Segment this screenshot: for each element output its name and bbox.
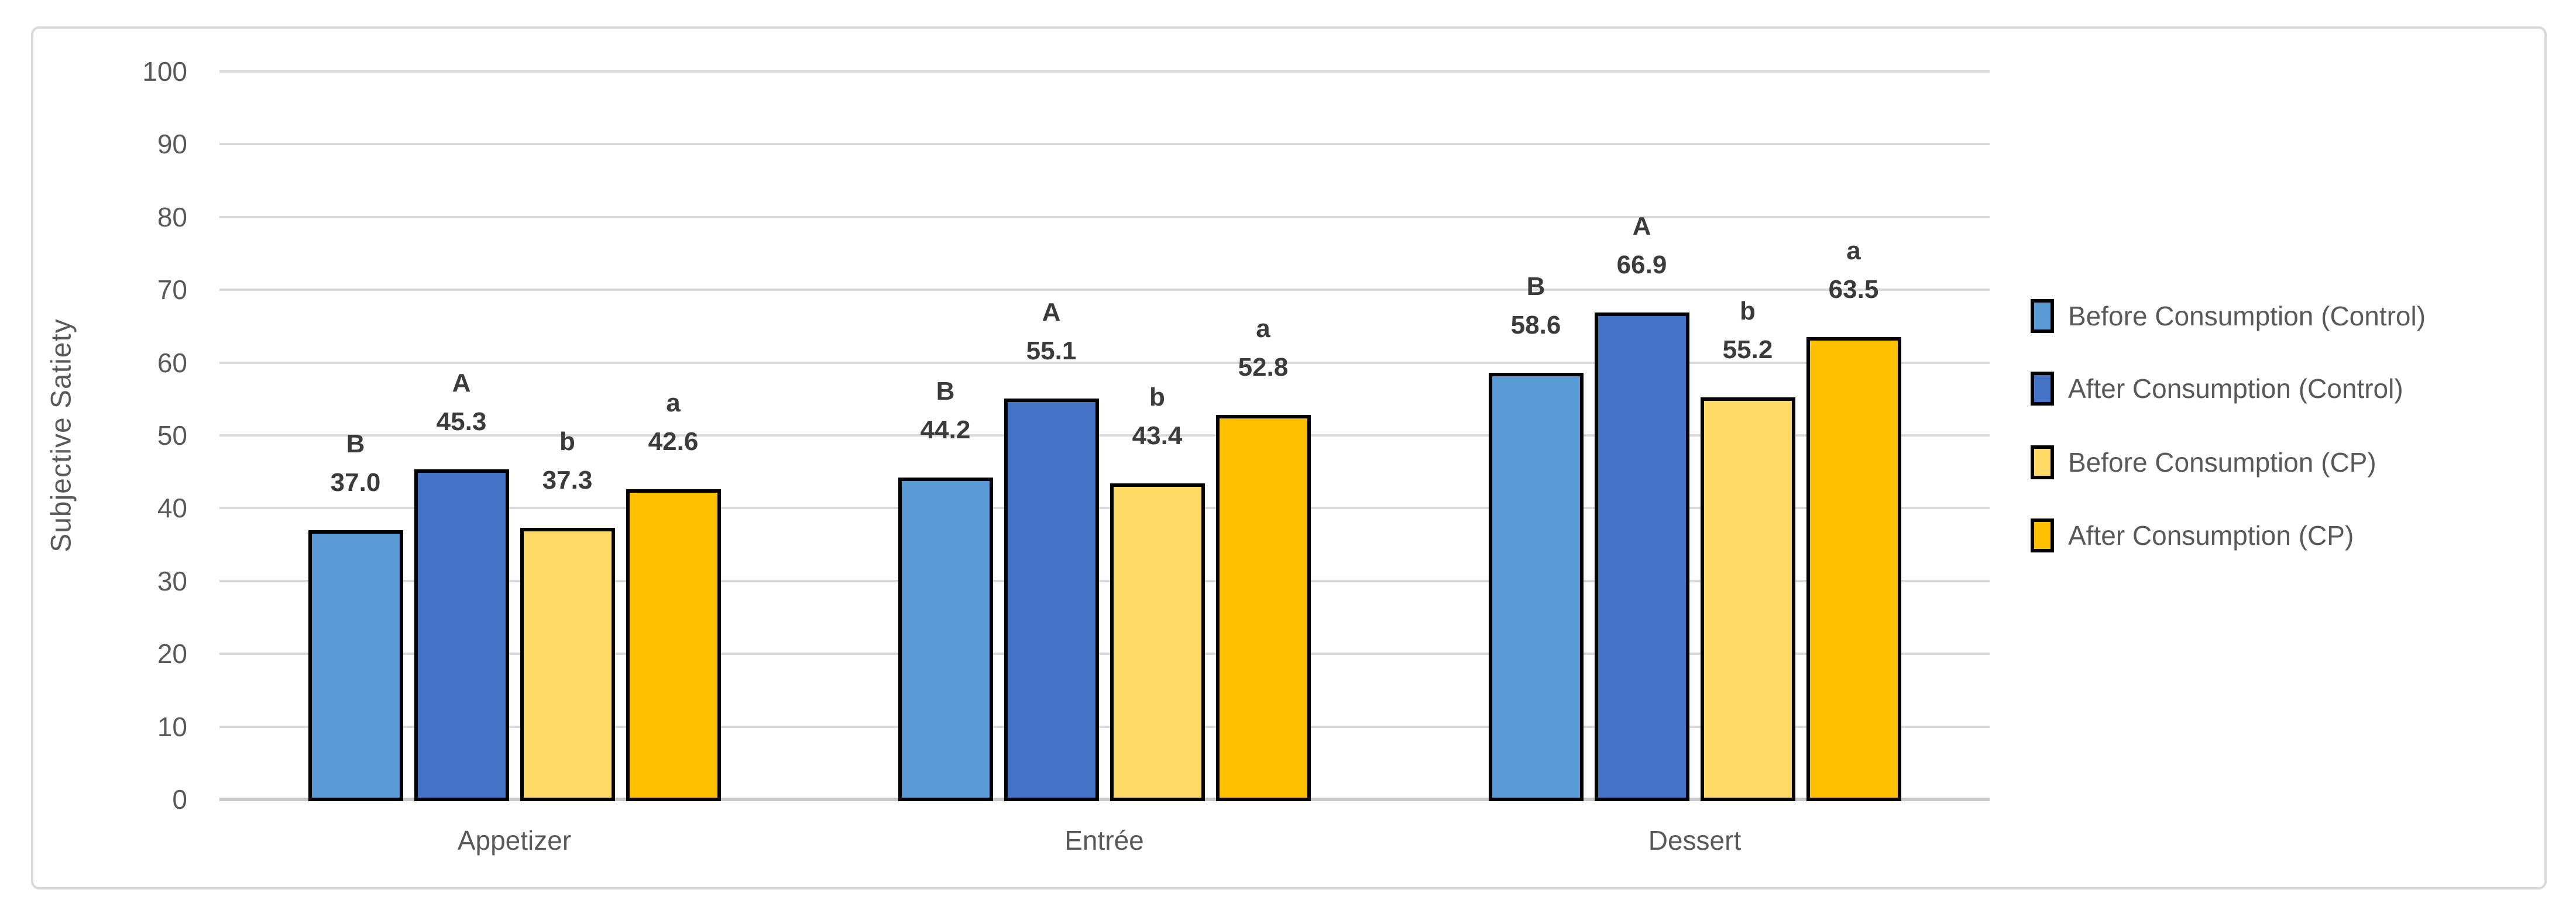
bar-series1-Appetizer bbox=[308, 530, 403, 801]
gridline-90 bbox=[219, 143, 1990, 146]
gridline-10 bbox=[219, 725, 1990, 728]
data-label-letter: B bbox=[1526, 272, 1545, 301]
gridline-60 bbox=[219, 361, 1990, 364]
data-label-letter: a bbox=[666, 389, 681, 418]
legend-swatch-icon bbox=[2031, 299, 2054, 333]
y-tick-label-90: 90 bbox=[157, 129, 187, 160]
y-tick-label-80: 80 bbox=[157, 201, 187, 232]
y-tick-label-60: 60 bbox=[157, 347, 187, 378]
bar-series2-Entrée bbox=[1004, 398, 1099, 801]
data-label-letter: a bbox=[1846, 236, 1861, 266]
gridline-40 bbox=[219, 507, 1990, 510]
legend-label: Before Consumption (Control) bbox=[2068, 301, 2426, 331]
data-label-letter: B bbox=[346, 429, 365, 458]
gridline-20 bbox=[219, 653, 1990, 655]
data-label-value: 55.1 bbox=[1026, 336, 1077, 365]
x-category-label: Entrée bbox=[1064, 825, 1144, 856]
data-label-value: 43.4 bbox=[1132, 421, 1183, 451]
data-label-value: 37.0 bbox=[330, 468, 381, 497]
x-category-label: Appetizer bbox=[457, 825, 572, 856]
legend-swatch-icon bbox=[2031, 518, 2054, 552]
y-tick-label-40: 40 bbox=[157, 493, 187, 524]
data-label-letter: a bbox=[1256, 314, 1270, 344]
legend-swatch-icon bbox=[2031, 445, 2054, 479]
bar-series3-Appetizer bbox=[520, 527, 615, 801]
bar-series4-Appetizer bbox=[626, 489, 721, 801]
bar-series2-Appetizer bbox=[414, 469, 509, 801]
y-tick-label-100: 100 bbox=[142, 56, 187, 87]
y-tick-label-20: 20 bbox=[157, 638, 187, 669]
data-label-value: 55.2 bbox=[1722, 335, 1773, 365]
bar-series3-Dessert bbox=[1700, 397, 1795, 801]
bar-series1-Dessert bbox=[1488, 373, 1584, 801]
data-label-letter: b bbox=[1149, 383, 1165, 412]
data-label-letter: B bbox=[936, 377, 955, 406]
y-tick-label-0: 0 bbox=[172, 784, 187, 815]
gridline-30 bbox=[219, 579, 1990, 582]
legend-label: Before Consumption (CP) bbox=[2068, 447, 2376, 478]
data-label-value: 42.6 bbox=[648, 427, 699, 456]
y-tick-label-70: 70 bbox=[157, 274, 187, 305]
data-label-value: 45.3 bbox=[436, 407, 487, 437]
x-category-label: Dessert bbox=[1648, 825, 1742, 856]
data-label-value: 44.2 bbox=[920, 415, 971, 445]
data-label-letter: b bbox=[1740, 297, 1756, 326]
data-label-letter: A bbox=[452, 369, 471, 398]
x-axis-line bbox=[219, 798, 1990, 801]
data-label-letter: b bbox=[559, 427, 575, 456]
bar-series2-Dessert bbox=[1594, 312, 1689, 801]
bar-series1-Entrée bbox=[898, 478, 993, 801]
y-tick-label-30: 30 bbox=[157, 565, 187, 596]
data-label-value: 37.3 bbox=[542, 465, 593, 495]
data-label-value: 58.6 bbox=[1510, 311, 1561, 340]
data-label-value: 66.9 bbox=[1616, 250, 1667, 279]
data-label-value: 52.8 bbox=[1238, 353, 1289, 382]
legend-label: After Consumption (Control) bbox=[2068, 373, 2403, 404]
bar-series4-Entrée bbox=[1215, 415, 1311, 801]
legend-swatch-icon bbox=[2031, 372, 2054, 406]
data-label-value: 63.5 bbox=[1828, 275, 1879, 304]
data-label-letter: A bbox=[1632, 211, 1651, 241]
gridline-100 bbox=[219, 70, 1990, 73]
gridline-70 bbox=[219, 289, 1990, 291]
bar-series4-Dessert bbox=[1806, 337, 1901, 801]
y-tick-label-10: 10 bbox=[157, 711, 187, 742]
y-tick-label-50: 50 bbox=[157, 420, 187, 451]
bar-series3-Entrée bbox=[1110, 483, 1205, 801]
gridline-80 bbox=[219, 215, 1990, 218]
gridline-50 bbox=[219, 434, 1990, 437]
legend-label: After Consumption (CP) bbox=[2068, 520, 2354, 551]
data-label-letter: A bbox=[1042, 297, 1061, 327]
